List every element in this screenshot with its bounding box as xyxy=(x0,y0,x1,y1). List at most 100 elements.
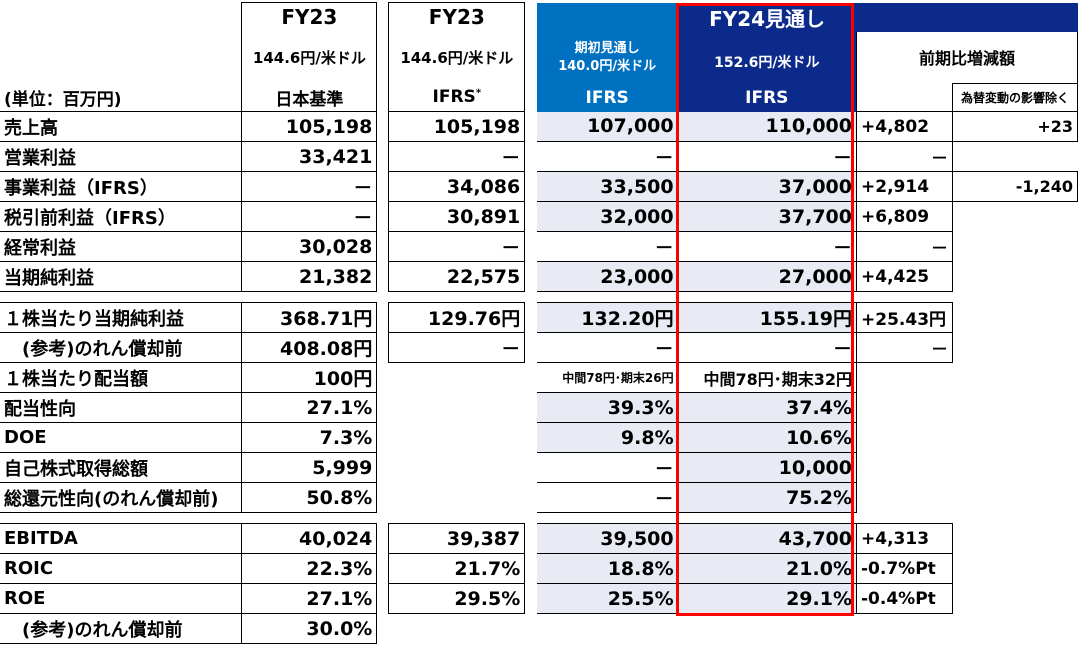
row-buyback: 自己株式取得総額 5,999 － 10,000 xyxy=(0,452,1078,483)
fy24-current-standard: IFRS xyxy=(677,83,857,112)
fy23-jp-value: － xyxy=(241,171,378,202)
fx-effect-header: 為替変動の影響除く xyxy=(951,83,1078,112)
fy23-ifrs-value: 129.76円 xyxy=(388,302,526,333)
fy23-ifrs-value: 21.7% xyxy=(388,553,526,584)
current-value: 中間78円･期末32円 xyxy=(677,362,857,393)
row-pretax-profit: 税引前利益（IFRS） － 30,891 32,000 37,700 +6,80… xyxy=(0,201,1078,232)
fy23-jp-value: 30,028 xyxy=(241,231,378,262)
initial-value: 33,500 xyxy=(536,171,678,202)
fy23-ifrs-value: － xyxy=(388,231,526,262)
current-value: 27,000 xyxy=(677,261,857,292)
fy23-ifrs-value: － xyxy=(388,332,526,363)
row-label: (参考)のれん償却前 xyxy=(0,332,242,363)
fy24-initial-header-top xyxy=(536,2,678,32)
initial-value: 中間78円･期末26円 xyxy=(536,362,678,393)
fy23-ifrs-standard-cell: IFRS* xyxy=(388,83,526,112)
row-roic: ROIC 22.3% 21.7% 18.8% 21.0% -0.7%Pt xyxy=(0,553,1078,584)
row-label: 事業利益（IFRS） xyxy=(0,171,242,202)
fy23-ifrs-value: 105,198 xyxy=(388,111,526,142)
row-ordinary-profit: 経常利益 30,028 － － － － xyxy=(0,231,1078,262)
initial-value: 132.20円 xyxy=(536,302,678,333)
fy24-initial-label-cell: 期初見通し 140.0円/米ドル xyxy=(536,31,678,84)
fy23-jp-rate: 144.6円/米ドル xyxy=(241,31,378,84)
initial-value: 9.8% xyxy=(536,422,678,453)
fy24-initial-label: 期初見通し xyxy=(574,40,640,56)
fy23-jp-value: 368.71円 xyxy=(241,302,378,333)
fy23-ifrs-value: 30,891 xyxy=(388,201,526,232)
row-eps: １株当たり当期純利益 368.71円 129.76円 132.20円 155.1… xyxy=(0,302,1078,333)
yoy-header-top xyxy=(856,2,1078,32)
delta-value: +4,313 xyxy=(856,523,953,554)
financial-forecast-table: FY23 FY23 FY24見通し 144.6円/米ドル 144.6円/米ドル … xyxy=(0,2,1078,644)
ifrs-note-mark: * xyxy=(475,87,482,99)
fy23-jp-value: 40,024 xyxy=(241,523,378,554)
fy23-ifrs-value: 29.5% xyxy=(388,583,526,614)
fy23-ifrs-value: 39,387 xyxy=(388,523,526,554)
current-value: 155.19円 xyxy=(677,302,857,333)
row-label: (参考)のれん償却前 xyxy=(0,613,242,644)
fy23-jp-value: 27.1% xyxy=(241,392,378,423)
fy23-jp-value: 27.1% xyxy=(241,583,378,614)
row-label: ROIC xyxy=(0,553,242,584)
delta-value: -0.7%Pt xyxy=(856,553,953,584)
row-label: ROE xyxy=(0,583,242,614)
row-roe-pre-goodwill: (参考)のれん償却前 30.0% xyxy=(0,613,1078,644)
row-label: EBITDA xyxy=(0,523,242,554)
row-label: １株当たり配当額 xyxy=(0,362,242,393)
initial-value: 39.3% xyxy=(536,392,678,423)
fy23-jp-value: 33,421 xyxy=(241,141,378,172)
row-label: 税引前利益（IFRS） xyxy=(0,201,242,232)
current-value: 21.0% xyxy=(677,553,857,584)
yoy-title: 前期比増減額 xyxy=(856,31,1078,84)
current-value: 37,000 xyxy=(677,171,857,202)
delta-value: － xyxy=(856,332,953,363)
row-label: 配当性向 xyxy=(0,392,242,423)
delta-value: － xyxy=(856,231,953,262)
fy23-jp-title: FY23 xyxy=(241,2,378,32)
row-dividend: １株当たり配当額 100円 中間78円･期末26円 中間78円･期末32円 xyxy=(0,362,1078,393)
current-value: 43,700 xyxy=(677,523,857,554)
fy24-current-rate: 152.6円/米ドル xyxy=(677,31,857,84)
row-eps-pre-goodwill: (参考)のれん償却前 408.08円 － － － － xyxy=(0,332,1078,363)
delta-value: +2,914 xyxy=(856,171,953,202)
initial-value: 39,500 xyxy=(536,523,678,554)
row-label: 売上高 xyxy=(0,111,242,142)
fx-excluded-value: +23 xyxy=(952,111,1078,142)
row-label: 自己株式取得総額 xyxy=(0,452,242,483)
fy23-jp-value: － xyxy=(241,201,378,232)
fy23-jp-value: 7.3% xyxy=(241,422,378,453)
row-total-return: 総還元性向(のれん償却前) 50.8% － 75.2% xyxy=(0,482,1078,513)
current-value: 10.6% xyxy=(677,422,857,453)
fy23-jp-value: 22.3% xyxy=(241,553,378,584)
unit-label: (単位：百万円) xyxy=(0,83,242,112)
row-business-profit: 事業利益（IFRS） － 34,086 33,500 37,000 +2,914… xyxy=(0,171,1078,202)
row-label: 経常利益 xyxy=(0,231,242,262)
initial-value: 32,000 xyxy=(536,201,678,232)
row-label: 当期純利益 xyxy=(0,261,242,292)
current-value: 37,700 xyxy=(677,201,857,232)
current-value: 37.4% xyxy=(677,392,857,423)
current-value: 29.1% xyxy=(677,583,857,614)
current-value: 10,000 xyxy=(677,452,857,483)
row-label: DOE xyxy=(0,422,242,453)
delta-value: +6,809 xyxy=(856,201,953,232)
row-label: 営業利益 xyxy=(0,141,242,172)
current-value: － xyxy=(677,231,857,262)
initial-value: 107,000 xyxy=(536,111,678,142)
row-roe: ROE 27.1% 29.5% 25.5% 29.1% -0.4%Pt xyxy=(0,583,1078,614)
fy23-jp-value: 408.08円 xyxy=(241,332,378,363)
fy23-ifrs-value: － xyxy=(388,141,526,172)
initial-value: － xyxy=(536,231,678,262)
fy23-ifrs-value: 34,086 xyxy=(388,171,526,202)
fy23-jp-value: 5,999 xyxy=(241,452,378,483)
delta-value: － xyxy=(856,141,953,172)
initial-value: － xyxy=(536,332,678,363)
row-net-income: 当期純利益 21,382 22,575 23,000 27,000 +4,425 xyxy=(0,261,1078,292)
delta-value: -0.4%Pt xyxy=(856,583,953,614)
row-ebitda: EBITDA 40,024 39,387 39,500 43,700 +4,31… xyxy=(0,523,1078,554)
fy23-jp-standard: 日本基準 xyxy=(241,83,378,112)
initial-value: － xyxy=(536,452,678,483)
current-value: － xyxy=(677,141,857,172)
row-sales: 売上高 105,198 105,198 107,000 110,000 +4,8… xyxy=(0,111,1078,142)
row-label: １株当たり当期純利益 xyxy=(0,302,242,333)
